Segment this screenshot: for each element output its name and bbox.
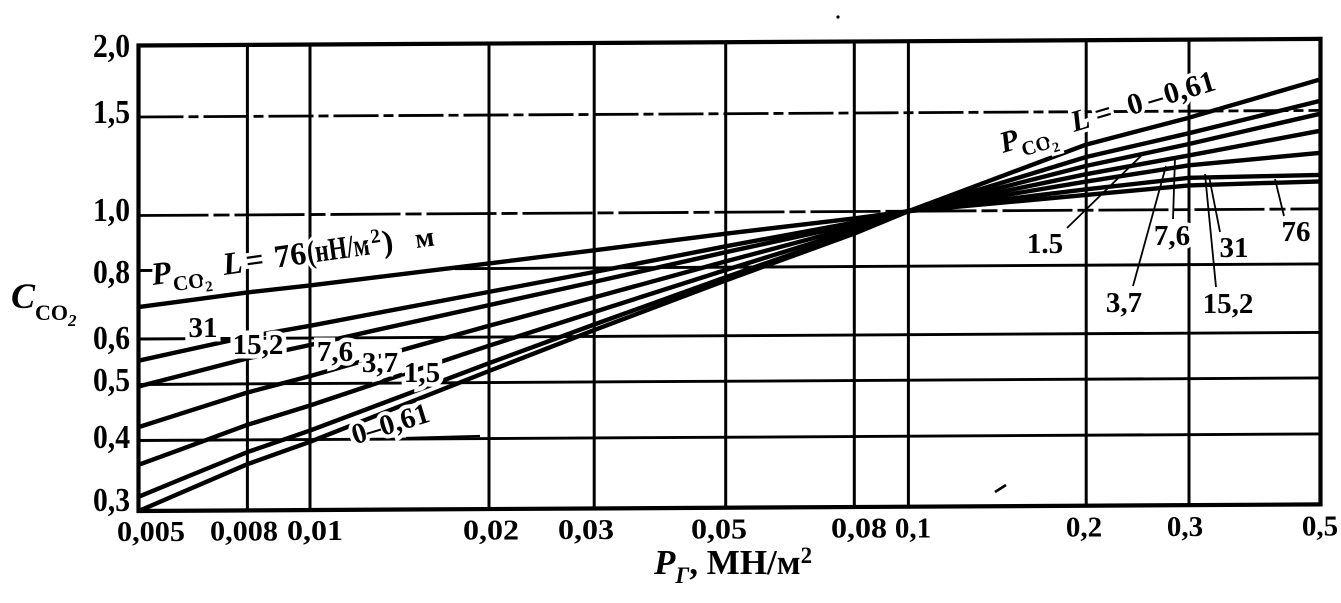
svg-text:1,0: 1,0 [93,192,130,229]
svg-text:31: 31 [1220,232,1249,264]
svg-text:0,05: 0,05 [691,513,747,545]
svg-text:0,4: 0,4 [93,419,130,456]
svg-text:0,3: 0,3 [1167,511,1203,543]
svg-text:3,7: 3,7 [362,347,398,379]
svg-text:31: 31 [189,312,218,344]
svg-text:76: 76 [1282,216,1311,248]
svg-text:0,8: 0,8 [93,254,130,291]
svg-text:0,1: 0,1 [895,512,931,544]
svg-text:0,5: 0,5 [1302,511,1338,543]
svg-text:0,02: 0,02 [463,514,519,546]
svg-text:0,5: 0,5 [93,362,130,399]
svg-text:2,0: 2,0 [93,28,130,65]
svg-text:0,08: 0,08 [831,513,887,545]
svg-text:0,2: 0,2 [1066,512,1102,544]
svg-text:1,5: 1,5 [93,94,130,131]
svg-text:0,03: 0,03 [558,514,614,546]
svg-text:3,7: 3,7 [1106,287,1142,319]
svg-text:15,2: 15,2 [1203,288,1254,320]
svg-text:7,6: 7,6 [1154,220,1190,252]
svg-text:PГ, МН/м2: PГ, МН/м2 [653,543,812,588]
svg-text:1,5: 1,5 [404,357,440,389]
svg-text:0,008: 0,008 [210,516,278,548]
svg-text:7,6: 7,6 [317,336,353,368]
svg-text:0,6: 0,6 [93,320,130,357]
svg-text:0,01: 0,01 [287,515,343,547]
svg-text:0,005: 0,005 [117,516,185,548]
svg-text:1.5: 1.5 [1027,228,1063,260]
svg-text:0,3: 0,3 [93,482,130,519]
svg-text:15,2: 15,2 [233,329,284,361]
